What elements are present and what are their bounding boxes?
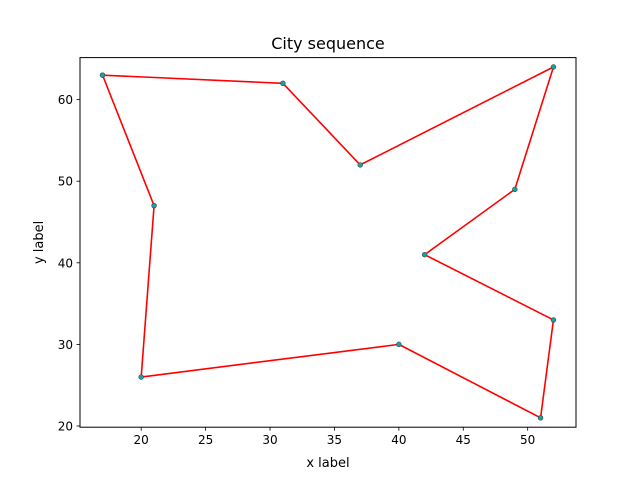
x-tick-label: 40 bbox=[391, 433, 406, 447]
y-tick-label: 20 bbox=[58, 419, 73, 433]
city-point bbox=[99, 72, 106, 78]
chart-title: City sequence bbox=[271, 34, 385, 53]
x-tick-label: 50 bbox=[520, 433, 535, 447]
y-tick-label: 40 bbox=[58, 256, 73, 270]
y-tick-label: 30 bbox=[58, 338, 73, 352]
city-point bbox=[151, 202, 157, 209]
y-tick-label: 60 bbox=[58, 93, 73, 107]
city-point bbox=[396, 341, 402, 348]
y-tick-label: 50 bbox=[58, 175, 73, 189]
x-tick-label: 30 bbox=[262, 433, 277, 447]
city-point bbox=[512, 186, 518, 193]
series-layer bbox=[99, 64, 557, 421]
city-point bbox=[280, 80, 286, 87]
city-point bbox=[138, 374, 144, 380]
x-tick-label: 45 bbox=[456, 433, 471, 447]
city-point bbox=[550, 317, 557, 323]
city-point bbox=[537, 415, 544, 421]
x-axis-label: x label bbox=[306, 456, 349, 471]
x-tick-label: 20 bbox=[134, 433, 149, 447]
x-tick-label: 25 bbox=[198, 433, 213, 447]
x-axis-ticks: 20 25 30 35 40 45 50 bbox=[134, 427, 535, 447]
y-axis-ticks: 20 30 40 50 60 bbox=[58, 93, 80, 433]
y-axis-label: y label bbox=[32, 221, 47, 264]
city-point bbox=[357, 162, 363, 168]
route-line bbox=[101, 66, 555, 419]
x-tick-label: 35 bbox=[327, 433, 342, 447]
plot-area-frame bbox=[79, 57, 577, 428]
city-point bbox=[421, 251, 428, 258]
city-point bbox=[550, 64, 557, 70]
